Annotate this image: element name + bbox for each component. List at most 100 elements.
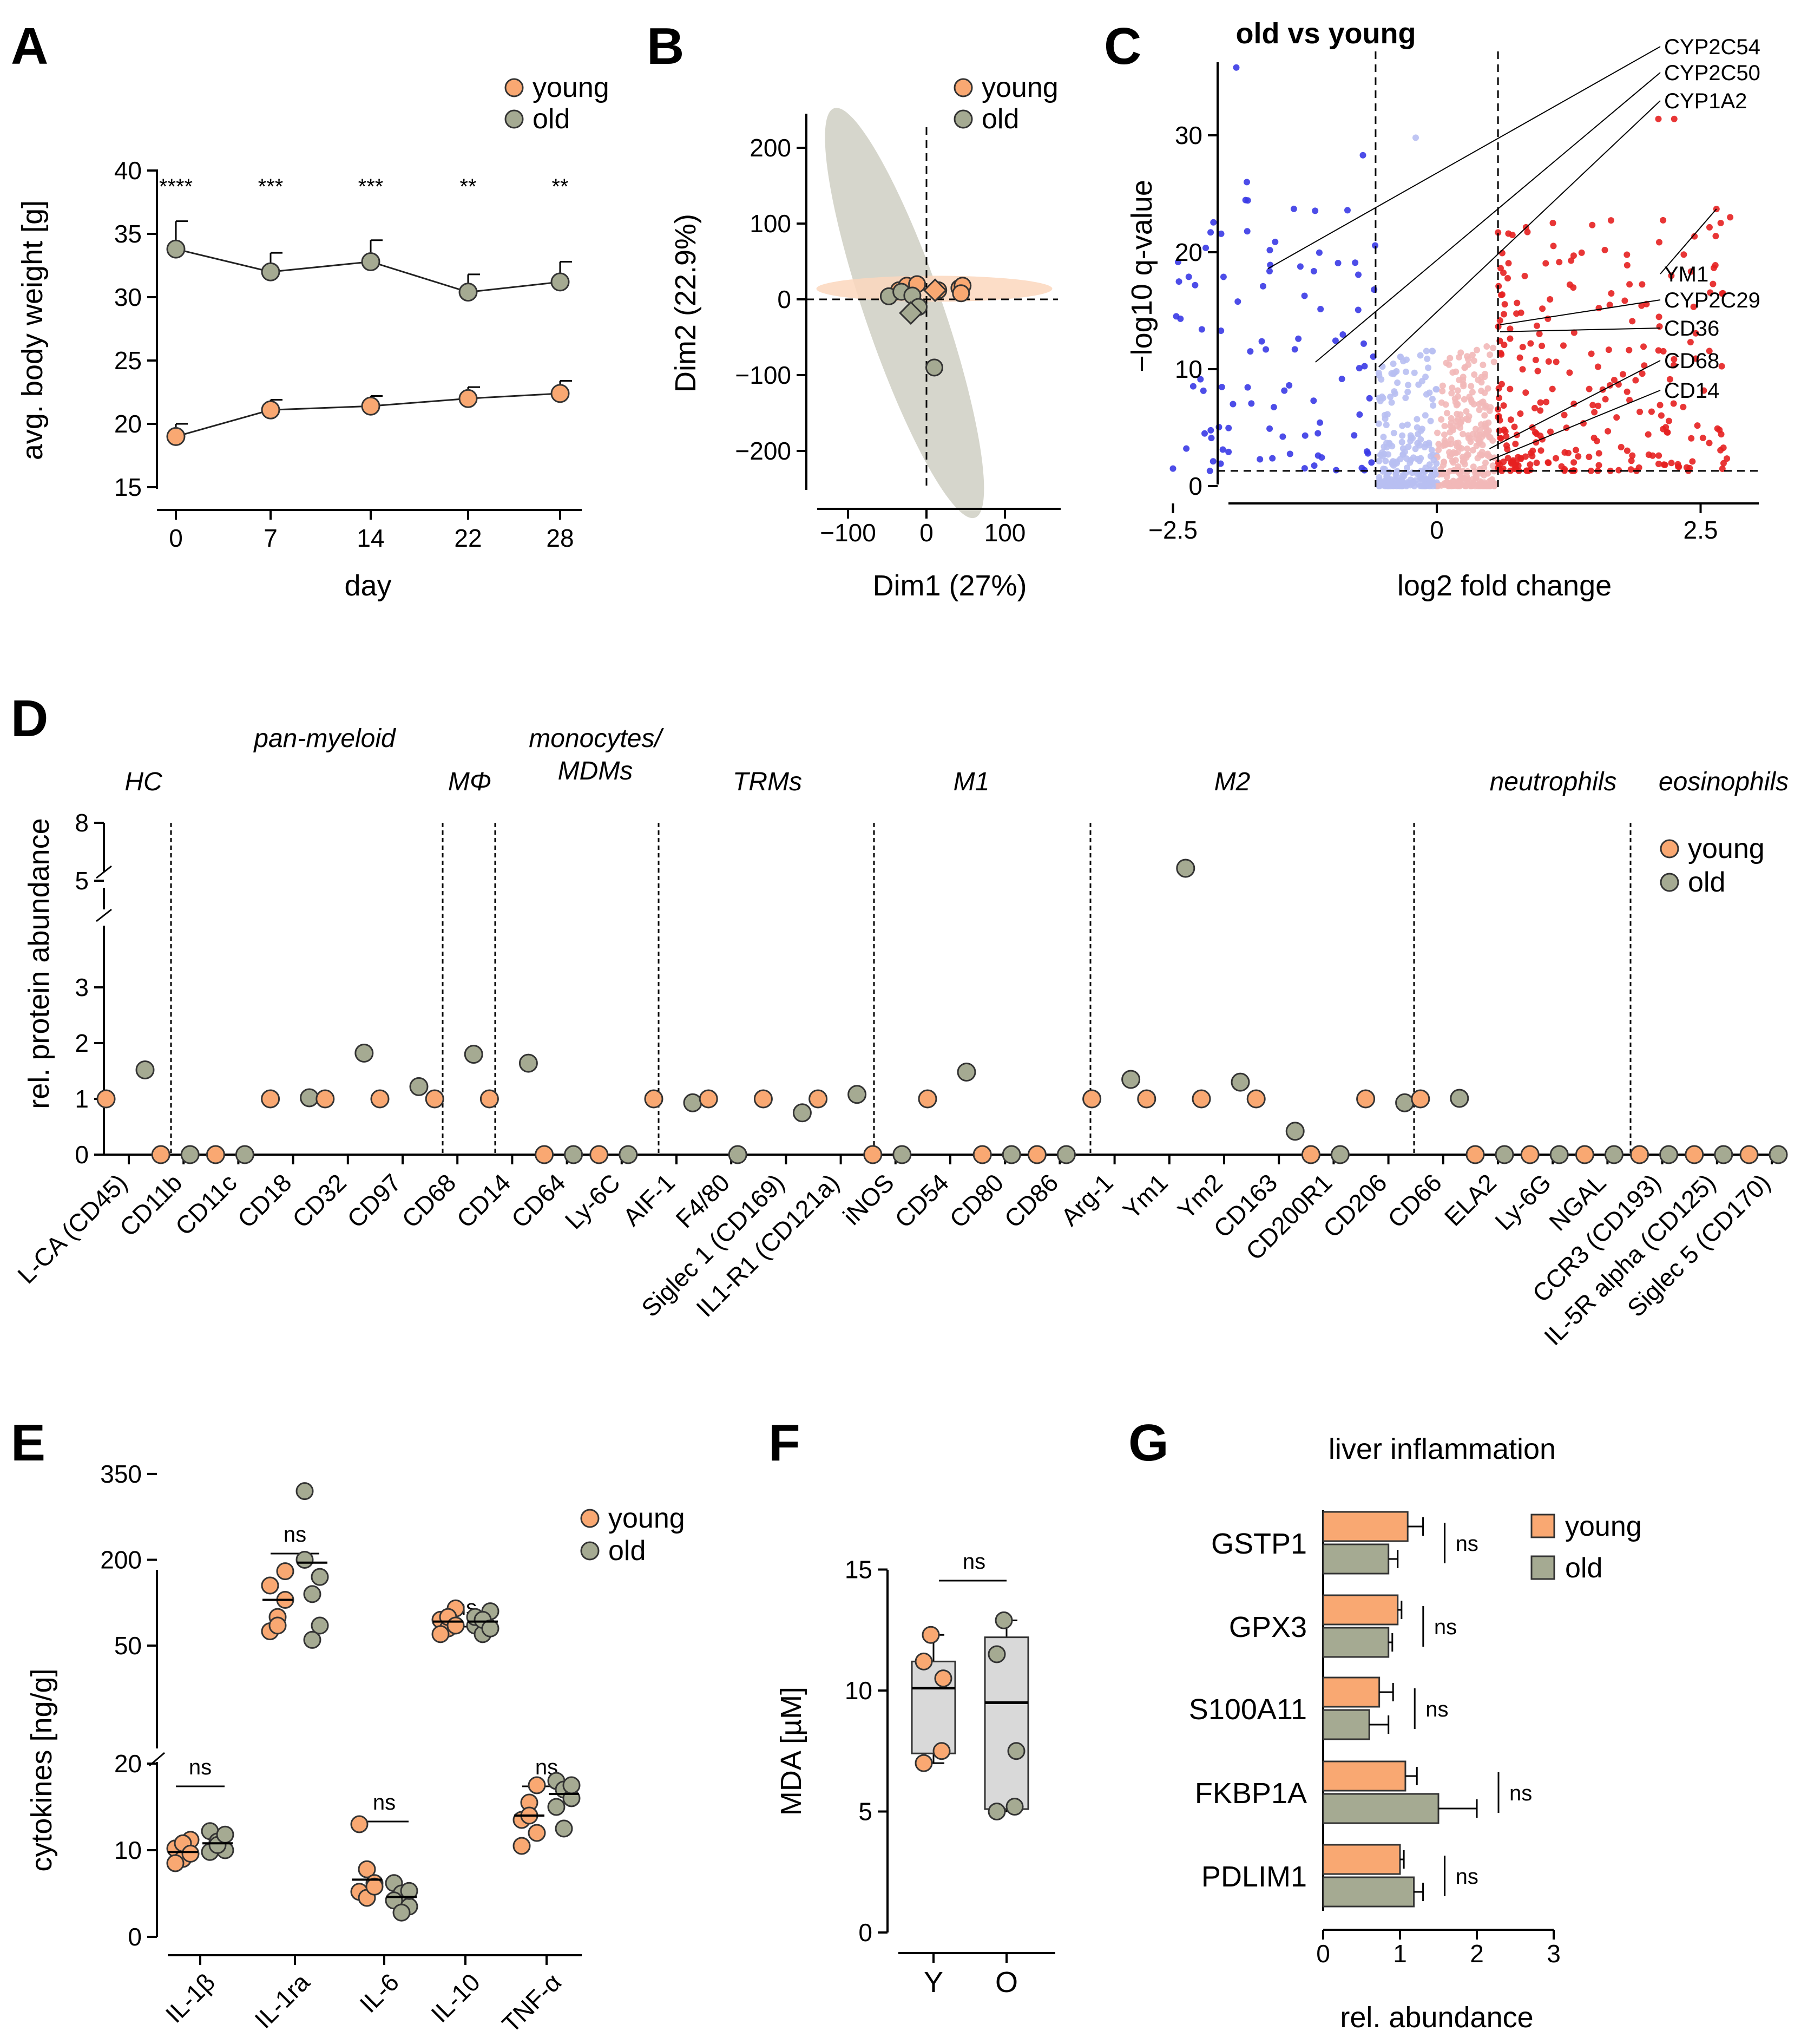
annotation-leader [1267, 46, 1661, 270]
y-tick-label: 30 [1175, 121, 1202, 149]
volcano-point [1266, 267, 1273, 274]
annotation-leader [1500, 327, 1661, 332]
volcano-point [1438, 482, 1445, 489]
volcano-point [1468, 399, 1475, 406]
panel-f-mda-boxplot: 0 5 10 15 MDA [µM] ns Y O [775, 1550, 1055, 1999]
data-point-young [261, 400, 280, 420]
protein-point-young [1685, 1145, 1704, 1164]
volcano-point [1316, 249, 1323, 256]
x-tick-label: 2.5 [1684, 516, 1718, 544]
volcano-point [1460, 381, 1467, 388]
volcano-point [1455, 416, 1462, 423]
legend-a-young-marker [504, 78, 524, 97]
volcano-point [1428, 447, 1435, 454]
box-O [984, 1636, 1029, 1810]
axis-break-mark [96, 865, 112, 879]
y-axis-label: avg. body weight [g] [16, 200, 49, 460]
volcano-point [1403, 464, 1410, 471]
volcano-point [1558, 463, 1565, 470]
protein-point-old [619, 1145, 638, 1164]
data-point-old [261, 262, 280, 281]
volcano-point [1291, 346, 1298, 353]
bar-young [1322, 1511, 1409, 1542]
volcano-point [1573, 447, 1580, 454]
volcano-point [1398, 438, 1405, 446]
panel-a-line-chart: 15 20 25 30 35 40 0 7 14 22 28 day avg. body weight … [16, 72, 609, 602]
volcano-point [1537, 399, 1544, 406]
protein-point-young [809, 1089, 828, 1109]
volcano-point [1477, 482, 1484, 489]
cytokine-point-old [303, 1585, 321, 1603]
protein-point-young [206, 1145, 225, 1164]
volcano-point [1208, 435, 1215, 442]
y-tick-label: 20 [114, 1750, 142, 1778]
volcano-point [1671, 362, 1678, 369]
volcano-point [1490, 358, 1497, 365]
volcano-point [1503, 433, 1510, 440]
volcano-point [1432, 386, 1440, 393]
volcano-point [1364, 450, 1371, 457]
volcano-point [1719, 466, 1726, 473]
protein-point-old [235, 1145, 254, 1164]
volcano-point [1383, 422, 1390, 429]
protein-point-old [1002, 1145, 1021, 1164]
volcano-point [1706, 440, 1713, 447]
panel-b-pca-plot: −200 −100 0 100 200 −100 0 100 Dim1 (27%) Dim2 (2… [669, 72, 1061, 602]
volcano-point [1463, 353, 1470, 360]
significance-label: ns [373, 1791, 396, 1814]
volcano-point [1396, 477, 1403, 484]
volcano-point [1355, 306, 1362, 313]
x-tick-label: 0 [169, 524, 183, 552]
protein-point-young [96, 1089, 116, 1109]
cytokine-point-young [276, 1562, 294, 1581]
protein-point-old [1659, 1145, 1679, 1164]
volcano-point [1545, 460, 1552, 467]
volcano-point [1476, 427, 1483, 434]
volcano-point [1301, 292, 1308, 299]
volcano-point [1210, 458, 1217, 465]
x-tick-label: CD18 [232, 1168, 297, 1233]
volcano-point [1692, 330, 1699, 337]
volcano-point [1502, 428, 1509, 435]
protein-point-old [464, 1045, 483, 1064]
annotation-leader [1500, 299, 1661, 325]
volcano-point [1422, 412, 1429, 419]
annotation-leader [1489, 390, 1661, 461]
volcano-point [1456, 353, 1463, 361]
volcano-point [1586, 454, 1593, 461]
volcano-point [1448, 436, 1455, 443]
protein-point-young [1520, 1145, 1540, 1164]
volcano-point [1449, 384, 1456, 391]
volcano-point [1439, 388, 1446, 395]
volcano-point [1521, 272, 1528, 279]
legend-b-old-marker [954, 109, 973, 129]
volcano-point [1501, 301, 1508, 308]
volcano-point [1561, 411, 1568, 418]
volcano-point [1443, 410, 1450, 417]
protein-point-young [972, 1145, 992, 1164]
volcano-point [1478, 399, 1485, 406]
x-tick-label: IL-6 [354, 1968, 404, 2018]
volcano-point [1500, 269, 1507, 276]
volcano-point [1517, 410, 1524, 417]
volcano-point [1519, 366, 1526, 373]
volcano-point [1385, 451, 1392, 458]
data-point-old [458, 283, 478, 302]
volcano-point [1359, 152, 1366, 159]
volcano-point [1602, 396, 1609, 403]
volcano-point [1297, 263, 1304, 270]
volcano-point [1660, 425, 1667, 433]
volcano-point [1286, 450, 1293, 457]
volcano-point [1636, 408, 1644, 415]
volcano-point [1543, 398, 1550, 405]
protein-point-young [1356, 1089, 1376, 1109]
volcano-point [1712, 233, 1719, 240]
volcano-point [1286, 382, 1293, 389]
legend-g-young-marker [1530, 1514, 1555, 1538]
volcano-point [1628, 457, 1635, 464]
volcano-point [1424, 355, 1431, 362]
volcano-point [1430, 402, 1437, 409]
volcano-point [1183, 445, 1190, 452]
protein-point-young [863, 1145, 883, 1164]
volcano-point [1668, 272, 1675, 279]
